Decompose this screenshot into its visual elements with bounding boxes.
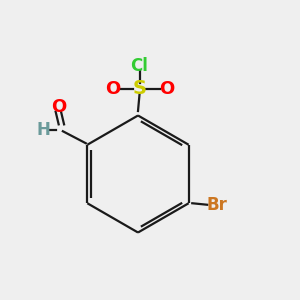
Text: S: S [133, 79, 146, 98]
Text: Cl: Cl [130, 57, 148, 75]
Text: O: O [105, 80, 120, 98]
Text: Br: Br [207, 196, 228, 214]
Text: O: O [159, 80, 174, 98]
Text: H: H [36, 121, 50, 139]
Text: O: O [51, 98, 66, 116]
